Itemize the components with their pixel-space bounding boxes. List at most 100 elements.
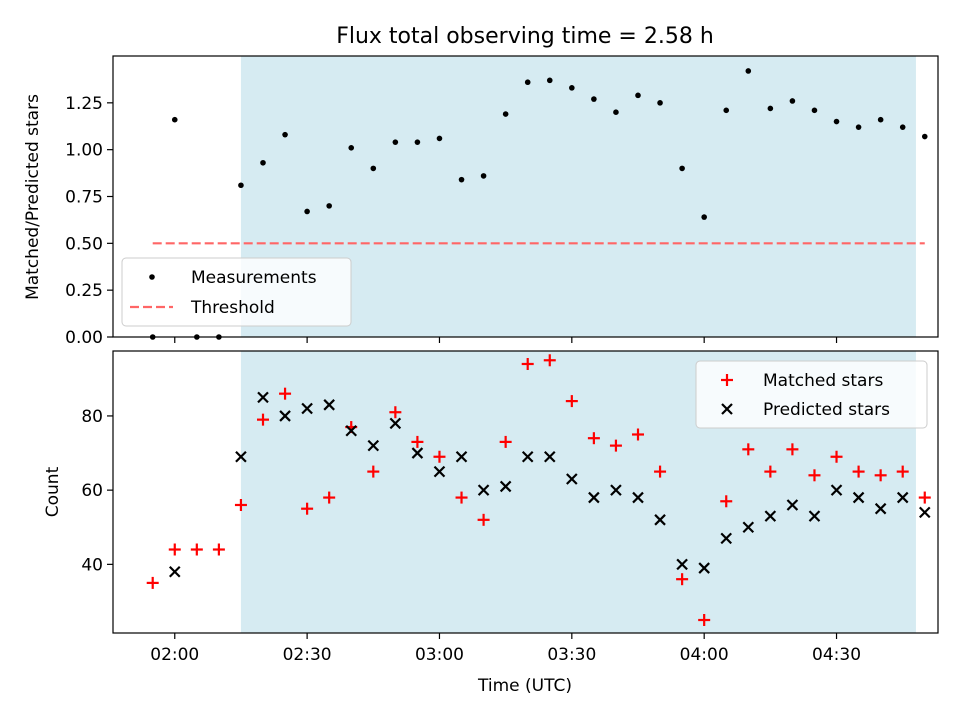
matched-star-point bbox=[521, 357, 534, 370]
measurement-point bbox=[789, 98, 796, 104]
predicted-star-point bbox=[918, 506, 931, 519]
matched-star-point bbox=[830, 450, 843, 463]
legend-predicted-marker bbox=[721, 403, 733, 415]
measurement-point bbox=[171, 116, 178, 123]
matched-star-point bbox=[808, 469, 821, 482]
y-tick-label: 0.00 bbox=[65, 328, 103, 348]
predicted-star-point bbox=[477, 484, 490, 496]
matched-star-point bbox=[742, 443, 755, 456]
measurement-point bbox=[855, 124, 862, 130]
legend-matched-label: Matched stars bbox=[763, 371, 883, 391]
measurement-point bbox=[546, 77, 553, 84]
matched-star-point bbox=[720, 495, 733, 508]
predicted-star-point bbox=[389, 417, 402, 430]
measurement-point bbox=[326, 203, 332, 209]
matched-star-point bbox=[764, 465, 777, 478]
measurement-point bbox=[370, 165, 377, 172]
predicted-star-point bbox=[874, 502, 887, 515]
predicted-star-point bbox=[411, 447, 424, 459]
predicted-star-point bbox=[786, 499, 799, 511]
predicted-star-point bbox=[235, 450, 247, 463]
predicted-star-point bbox=[543, 450, 556, 463]
matched-star-point bbox=[852, 465, 865, 478]
matched-star-point bbox=[654, 465, 667, 478]
measurement-point bbox=[458, 176, 465, 183]
matched-star-point bbox=[786, 443, 799, 456]
measurement-point bbox=[899, 124, 906, 130]
measurement-point bbox=[348, 144, 355, 151]
matched-star-points bbox=[146, 354, 931, 627]
matched-star-point bbox=[411, 435, 424, 448]
matched-star-point bbox=[367, 465, 380, 478]
ratio-legend-box bbox=[121, 257, 352, 327]
matched-star-point bbox=[323, 491, 336, 504]
measurement-point bbox=[921, 133, 928, 140]
predicted-star-point bbox=[808, 510, 821, 522]
predicted-star-point bbox=[301, 402, 313, 415]
measurement-point bbox=[392, 139, 399, 145]
measurement-point bbox=[304, 208, 310, 215]
count-x-axis: 02:00 02:30 03:00 03:30 04:00 04:30 bbox=[150, 633, 861, 665]
count-legend: Matched stars Predicted stars bbox=[695, 360, 928, 429]
matched-star-point bbox=[896, 465, 909, 478]
predicted-star-point bbox=[610, 484, 622, 496]
count-y-axis: 40 60 80 bbox=[81, 407, 113, 575]
measurement-point bbox=[701, 214, 707, 220]
measurement-point bbox=[238, 182, 244, 189]
matched-star-point bbox=[301, 502, 314, 515]
predicted-star-point bbox=[632, 491, 644, 504]
predicted-star-point bbox=[588, 491, 600, 504]
count-panel: 40 60 80 02:00 02:30 03:00 03:30 04:00 04:30 Co… bbox=[43, 350, 939, 696]
predicted-star-point bbox=[521, 450, 534, 463]
predicted-star-point bbox=[323, 399, 335, 411]
x-axis-label: Time (UTC) bbox=[477, 676, 572, 696]
measurement-point bbox=[679, 165, 685, 172]
predicted-star-point bbox=[852, 491, 865, 504]
ratio-x-axis bbox=[174, 337, 838, 343]
ratio-legend: Measurements Threshold bbox=[121, 257, 352, 327]
measurement-point bbox=[480, 173, 487, 179]
y-tick-label: 40 bbox=[81, 555, 103, 575]
matched-star-point bbox=[565, 395, 578, 408]
predicted-star-point bbox=[499, 480, 512, 493]
matched-star-point bbox=[698, 614, 711, 627]
matched-star-point bbox=[455, 491, 468, 504]
matched-star-point bbox=[234, 498, 247, 511]
measurement-point bbox=[502, 111, 509, 117]
measurement-point bbox=[524, 79, 531, 86]
matched-star-point bbox=[146, 576, 159, 589]
predicted-star-point bbox=[279, 410, 291, 422]
predicted-star-points bbox=[168, 391, 931, 578]
matched-star-point bbox=[257, 413, 269, 426]
y-tick-label: 1.00 bbox=[65, 141, 103, 161]
predicted-star-point bbox=[676, 558, 688, 571]
legend-threshold-label: Threshold bbox=[190, 298, 275, 318]
x-tick-label: 04:00 bbox=[680, 645, 729, 665]
predicted-star-point bbox=[168, 565, 181, 578]
ratio-y-axis: 0.00 0.25 0.50 0.75 1.00 1.25 bbox=[65, 94, 113, 348]
y-tick-label: 1.25 bbox=[65, 94, 103, 114]
measurement-point bbox=[282, 131, 288, 138]
x-tick-label: 03:30 bbox=[547, 645, 596, 665]
predicted-star-point bbox=[896, 491, 909, 504]
y-tick-label: 60 bbox=[81, 481, 103, 501]
predicted-star-point bbox=[654, 514, 666, 526]
x-tick-label: 03:00 bbox=[415, 645, 464, 665]
y-tick-label: 0.75 bbox=[65, 188, 103, 208]
observing-window-shade bbox=[240, 56, 916, 337]
matched-star-point bbox=[676, 573, 689, 586]
predicted-star-point bbox=[345, 424, 358, 437]
matched-star-point bbox=[918, 491, 931, 504]
count-y-axis-label: Count bbox=[43, 466, 63, 517]
matched-star-point bbox=[477, 513, 490, 526]
measurement-point bbox=[767, 105, 774, 112]
x-tick-label: 02:30 bbox=[283, 645, 332, 665]
measurement-point bbox=[657, 100, 663, 106]
x-tick-label: 02:00 bbox=[150, 645, 199, 665]
legend-measurements-label: Measurements bbox=[191, 268, 317, 288]
measurement-point bbox=[833, 118, 840, 125]
matched-star-point bbox=[609, 439, 622, 452]
predicted-star-point bbox=[367, 439, 380, 452]
measurement-point bbox=[414, 139, 421, 145]
predicted-star-point bbox=[830, 484, 843, 496]
